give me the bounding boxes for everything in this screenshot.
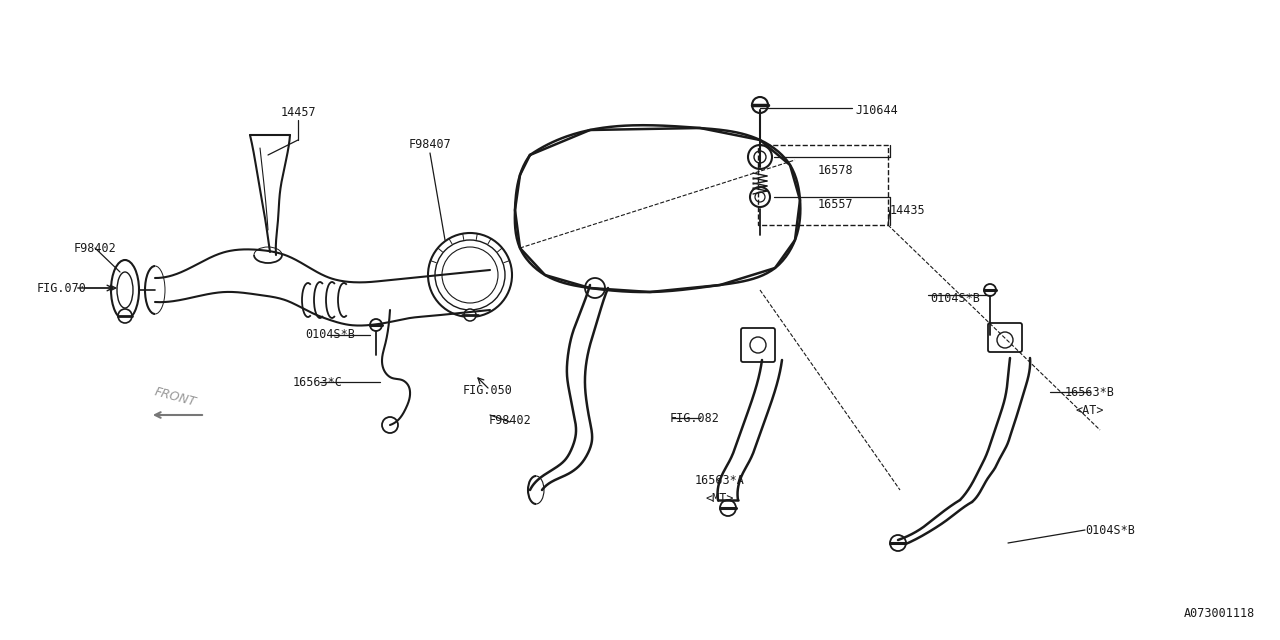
Circle shape — [890, 535, 906, 551]
Text: FIG.070: FIG.070 — [37, 282, 87, 294]
Text: <AT>: <AT> — [1075, 403, 1105, 417]
Text: 16557: 16557 — [818, 198, 854, 211]
Text: F98402: F98402 — [74, 241, 116, 255]
Text: J10644: J10644 — [855, 104, 897, 116]
Circle shape — [753, 97, 768, 113]
Circle shape — [370, 319, 381, 331]
Text: FRONT: FRONT — [152, 385, 197, 409]
Text: 16563*C: 16563*C — [293, 376, 343, 388]
Text: 0104S*B: 0104S*B — [931, 291, 980, 305]
Text: 14457: 14457 — [280, 106, 316, 118]
Text: FIG.082: FIG.082 — [669, 412, 719, 424]
Text: 14435: 14435 — [890, 204, 925, 216]
Text: 0104S*B: 0104S*B — [305, 328, 355, 342]
Text: F98402: F98402 — [489, 413, 531, 426]
Text: <MT>: <MT> — [705, 492, 735, 504]
Circle shape — [465, 309, 476, 321]
Text: A073001118: A073001118 — [1184, 607, 1254, 620]
Text: FIG.050: FIG.050 — [463, 383, 513, 397]
Text: 0104S*B: 0104S*B — [1085, 524, 1135, 536]
Circle shape — [719, 500, 736, 516]
Circle shape — [118, 309, 132, 323]
Text: F98407: F98407 — [408, 138, 452, 152]
Circle shape — [984, 284, 996, 296]
Text: 16578: 16578 — [818, 163, 854, 177]
Text: 16563*B: 16563*B — [1065, 385, 1115, 399]
Text: 16563*A: 16563*A — [695, 474, 745, 486]
